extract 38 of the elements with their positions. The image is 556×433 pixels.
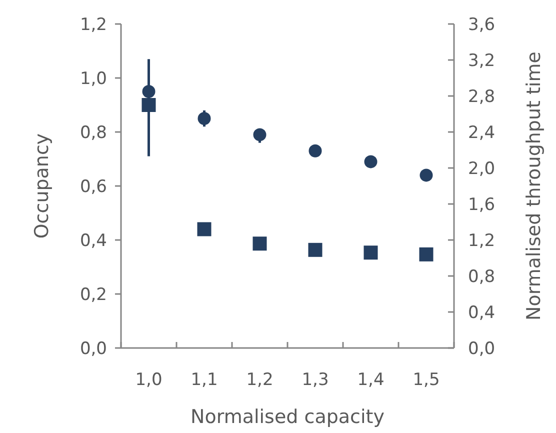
y-tick-label: 0,8	[80, 122, 107, 143]
y-tick-label: 1,0	[80, 68, 107, 89]
y2-axis-title: Normalised throughput time	[523, 52, 545, 320]
point	[142, 85, 156, 98]
y-tick-label: 0,4	[80, 230, 107, 251]
y2-tick-label: 2,4	[468, 122, 496, 143]
y2-tick-label: 2,0	[468, 158, 496, 179]
y2-tick-label: 1,2	[468, 230, 496, 251]
x-tick-label: 1,4	[357, 370, 384, 390]
point	[364, 155, 378, 168]
point	[364, 246, 378, 260]
y2-tick-label: 0,0	[468, 338, 496, 359]
y-tick-label: 0,6	[80, 176, 107, 197]
x-tick-label: 1,0	[135, 370, 162, 390]
x-tick-label: 1,5	[412, 370, 440, 390]
y-axis-title: Occupancy	[31, 133, 53, 239]
y-tick-label: 0,0	[80, 338, 107, 359]
y2-tick-label: 1,6	[468, 194, 496, 215]
x-axis-title: Normalised capacity	[190, 406, 384, 428]
y2-tick-label: 0,8	[468, 266, 496, 287]
point	[253, 128, 266, 142]
point	[308, 242, 322, 257]
point	[252, 236, 267, 251]
y-tick-label: 0,2	[80, 284, 107, 305]
y2-tick-label: 0,4	[468, 302, 496, 323]
point	[308, 144, 322, 158]
point	[197, 222, 212, 236]
point	[420, 168, 433, 182]
y-tick-label: 1,2	[80, 14, 107, 35]
y2-tick-label: 3,6	[468, 14, 496, 35]
y2-tick-label: 3,2	[468, 50, 496, 71]
x-tick-label: 1,1	[190, 370, 218, 390]
point	[198, 112, 211, 125]
x-tick-label: 1,3	[302, 370, 329, 390]
x-tick-label: 1,2	[246, 370, 274, 390]
point	[419, 247, 434, 262]
point	[142, 98, 156, 112]
y2-tick-label: 2,8	[468, 86, 496, 107]
